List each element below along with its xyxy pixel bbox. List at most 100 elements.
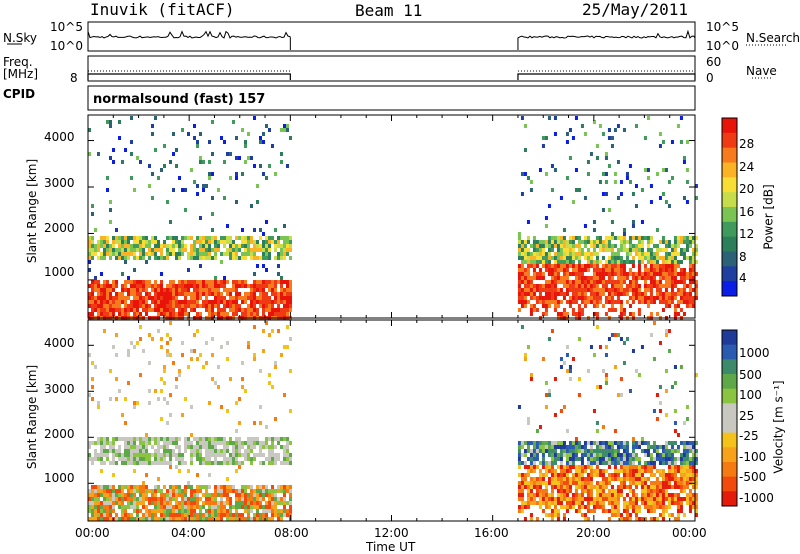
power-cell: [286, 296, 289, 300]
velocity-cell: [598, 385, 602, 389]
power-cell: [670, 268, 674, 272]
power-cell: [553, 252, 557, 256]
velocity-cell: [553, 477, 557, 481]
velocity-cell: [523, 505, 527, 509]
velocity-cell: [190, 349, 193, 353]
power-cell: [268, 300, 271, 304]
power-cell: [679, 240, 683, 244]
velocity-cell: [181, 489, 184, 493]
power-cell: [553, 260, 557, 264]
power-cell: [691, 304, 695, 308]
velocity-cell: [517, 509, 521, 513]
power-cell: [175, 304, 178, 308]
velocity-cell: [160, 489, 163, 493]
velocity-cell: [688, 501, 692, 505]
velocity-cell: [517, 457, 521, 461]
velocity-cell: [226, 477, 229, 481]
power-cell: [523, 284, 527, 288]
velocity-cell: [283, 445, 286, 449]
velocity-cell: [286, 489, 289, 493]
velocity-cell: [583, 469, 587, 473]
velocity-cell: [634, 497, 638, 501]
power-cell: [226, 292, 229, 296]
velocity-cell: [586, 465, 590, 469]
velocity-cell: [151, 517, 154, 521]
power-cell: [562, 240, 566, 244]
velocity-cell: [271, 505, 274, 509]
velocity-cell: [193, 453, 196, 457]
velocity-cell: [679, 489, 683, 493]
power-cell: [244, 312, 247, 316]
power-cell: [571, 280, 575, 284]
velocity-cell: [568, 453, 572, 457]
velocity-cell: [520, 453, 524, 457]
freq-trace: [517, 73, 696, 80]
velocity-cell: [136, 509, 139, 513]
velocity-cell: [169, 465, 172, 469]
power-cell: [112, 252, 115, 256]
velocity-cell: [661, 481, 665, 485]
velocity-cell: [580, 457, 584, 461]
velocity-cell: [646, 489, 650, 493]
velocity-cell: [586, 481, 590, 485]
power-cell: [211, 228, 214, 232]
velocity-cell: [526, 449, 530, 453]
velocity-cell: [286, 513, 289, 517]
velocity-cell: [640, 473, 644, 477]
velocity-colorbar-swatch: [722, 476, 737, 492]
power-cell: [694, 244, 698, 248]
velocity-cell: [94, 501, 97, 505]
power-cell: [280, 300, 283, 304]
velocity-cell: [166, 461, 169, 465]
power-cell: [586, 252, 590, 256]
velocity-cell: [631, 441, 635, 445]
velocity-cell: [670, 469, 674, 473]
power-cell: [220, 308, 223, 312]
power-cell: [649, 268, 653, 272]
velocity-cell: [223, 449, 226, 453]
power-cell: [517, 236, 521, 240]
velocity-cell: [169, 321, 172, 325]
velocity-cell: [133, 345, 136, 349]
velocity-cell: [88, 453, 91, 457]
power-cell: [169, 252, 172, 256]
power-cell: [148, 252, 151, 256]
power-cell: [595, 272, 599, 276]
velocity-cell: [694, 481, 698, 485]
power-cb-label-28: 28: [739, 137, 755, 151]
velocity-cell: [280, 501, 283, 505]
velocity-cell: [562, 465, 566, 469]
velocity-cell: [214, 497, 217, 501]
velocity-cell: [565, 469, 569, 473]
velocity-cell: [646, 449, 650, 453]
power-cell: [208, 248, 211, 252]
velocity-cell: [583, 497, 587, 501]
power-cell: [598, 244, 602, 248]
velocity-cell: [634, 369, 638, 373]
power-cell: [202, 256, 205, 260]
power-cell: [667, 256, 671, 260]
power-cell: [253, 164, 256, 168]
velocity-cell: [559, 441, 563, 445]
velocity-cell: [100, 489, 103, 493]
power-cell: [541, 288, 545, 292]
power-cell: [664, 276, 668, 280]
velocity-cell: [226, 357, 229, 361]
power-cell: [658, 284, 662, 288]
velocity-cell: [637, 473, 641, 477]
velocity-cell: [268, 445, 271, 449]
velocity-cell: [238, 489, 241, 493]
velocity-cell: [616, 501, 620, 505]
power-cell: [550, 240, 554, 244]
velocity-cell: [208, 401, 211, 405]
velocity-cell: [667, 469, 671, 473]
power-cell: [226, 252, 229, 256]
power-cell: [265, 296, 268, 300]
velocity-cell: [652, 485, 656, 489]
velocity-cell: [262, 517, 265, 521]
velocity-cell: [604, 449, 608, 453]
velocity-cell: [214, 441, 217, 445]
velocity-cell: [178, 437, 181, 441]
velocity-cell: [544, 441, 548, 445]
velocity-cell: [658, 385, 662, 389]
